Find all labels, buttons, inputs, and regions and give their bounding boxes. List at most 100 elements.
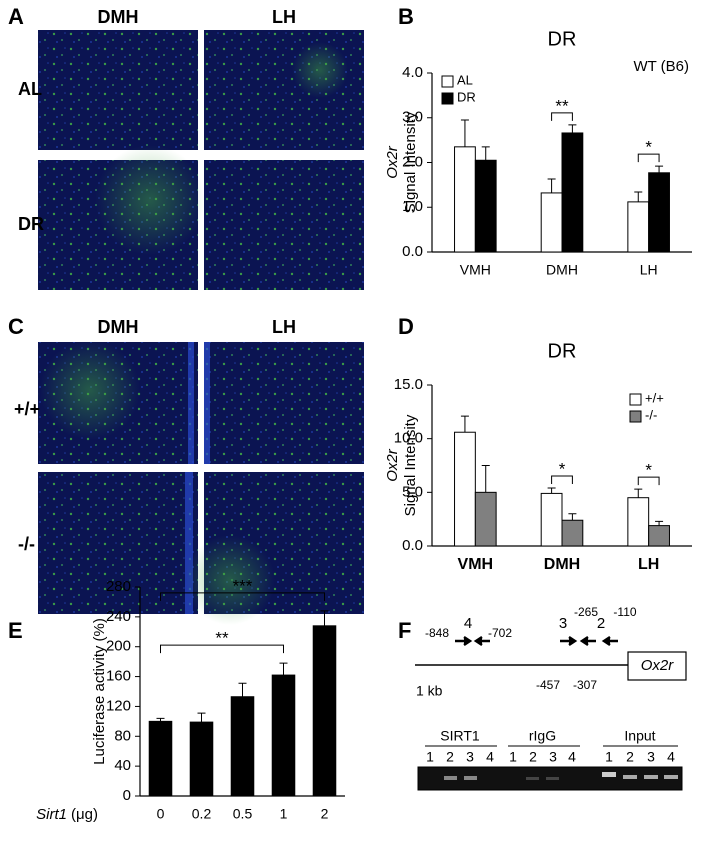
y-axis-label: Signal Intensity <box>402 111 419 213</box>
column-label: LH <box>272 7 296 27</box>
lane-label: 1 <box>509 749 517 765</box>
x-tick-label: 0.5 <box>233 806 253 822</box>
position-label: -110 <box>613 605 636 619</box>
x-tick-label: 0 <box>157 806 165 822</box>
legend-label: DR <box>457 89 476 104</box>
lane-label: 3 <box>647 749 655 765</box>
y-tick-label: 5.0 <box>402 483 423 500</box>
bar <box>474 491 497 547</box>
gel-group-label: rIgG <box>529 728 556 744</box>
significance-bracket <box>160 592 325 601</box>
legend-label: AL <box>457 72 473 87</box>
y-tick-label: 2.0 <box>402 153 423 170</box>
gel-group-label: SIRT1 <box>440 728 480 744</box>
position-label: -848 <box>425 626 449 640</box>
error-bar <box>460 119 469 147</box>
error-bar <box>481 465 490 493</box>
x-tick-label: DMH <box>546 262 578 278</box>
bar <box>648 172 670 253</box>
legend-swatch <box>629 393 642 406</box>
legend-label: +/+ <box>645 390 664 405</box>
bar <box>189 721 214 797</box>
row-label: -/- <box>18 534 35 554</box>
error-bar <box>481 146 490 161</box>
x-tick-label: DMH <box>544 556 580 573</box>
panel-letter: F <box>398 618 411 643</box>
lane-label: 4 <box>568 749 576 765</box>
significance-bracket <box>551 475 573 485</box>
column-label: DMH <box>98 7 139 27</box>
error-bar <box>655 520 664 526</box>
y-tick-label: 200 <box>106 638 131 655</box>
row-label: DR <box>18 214 44 234</box>
panel-letter: B <box>398 4 414 29</box>
lane-label: 2 <box>529 749 537 765</box>
y-tick-label: 3.0 <box>402 109 423 126</box>
x-tick-label: LH <box>638 556 659 573</box>
row-label: AL <box>18 79 42 99</box>
panel-letter: A <box>8 4 24 29</box>
lane-label: 3 <box>549 749 557 765</box>
lane-label: 2 <box>446 749 454 765</box>
y-tick-label: 0.0 <box>402 243 423 260</box>
annotation: WT (B6) <box>633 58 689 75</box>
position-label: -457 <box>536 678 560 692</box>
bar <box>648 525 670 547</box>
y-tick-label: 120 <box>106 697 131 714</box>
y-axis-label: Ox2r <box>384 145 401 179</box>
y-tick-label: 4.0 <box>402 64 423 81</box>
significance-bracket <box>637 476 660 486</box>
position-label: -265 <box>574 605 598 619</box>
error-bar <box>197 712 206 723</box>
y-tick-label: 0.0 <box>402 537 423 554</box>
legend-swatch <box>441 75 454 88</box>
y-tick-label: 15.0 <box>394 376 423 393</box>
x-tick-label: LH <box>640 262 658 278</box>
y-tick-label: 10.0 <box>394 430 423 447</box>
y-tick-label: 160 <box>106 668 131 685</box>
scale-label: 1 kb <box>416 683 443 699</box>
error-bar <box>460 415 469 433</box>
bar <box>540 192 563 253</box>
bar <box>561 519 584 547</box>
bar <box>148 720 173 797</box>
y-tick-label: 280 <box>106 578 131 595</box>
micrographs <box>38 30 364 625</box>
lane-label: 3 <box>466 749 474 765</box>
x-axis-label: Sirt1 <box>36 806 67 823</box>
position-label: -702 <box>488 626 512 640</box>
primer-label: 4 <box>464 615 472 632</box>
gene-label: Ox2r <box>641 657 675 674</box>
bar <box>474 159 497 253</box>
x-tick-label: 1 <box>280 806 288 822</box>
error-bar <box>655 165 664 173</box>
y-tick-label: 240 <box>106 608 131 625</box>
column-label: DMH <box>98 317 139 337</box>
promoter-labels: -848 -702 -457 -307 -265 -110 4 3 2 1 kb… <box>416 605 674 699</box>
legend-swatch <box>629 410 642 423</box>
panel-letters: A B C D E F <box>8 4 414 643</box>
bar <box>561 132 584 253</box>
significance-label: ** <box>215 629 229 648</box>
y-tick-label: 1.0 <box>402 198 423 215</box>
error-bar <box>320 610 329 626</box>
legend-label: -/- <box>645 407 657 422</box>
chart-title: DR <box>548 340 577 362</box>
chart-title: DR <box>548 28 577 50</box>
x-tick-label: VMH <box>460 262 491 278</box>
x-tick-label: VMH <box>458 556 494 573</box>
bar <box>540 492 563 547</box>
primer-label: 3 <box>559 615 567 632</box>
panel-letter: E <box>8 618 23 643</box>
y-axis-label: Luciferase activity (%) <box>91 618 108 765</box>
significance-label: *** <box>233 576 253 595</box>
x-tick-label: 2 <box>321 806 329 822</box>
y-axis-label: Signal Intensity <box>402 414 419 516</box>
bar <box>230 696 255 797</box>
error-bar <box>156 717 165 722</box>
bar <box>627 497 650 547</box>
lane-label: 1 <box>426 749 434 765</box>
legend-swatch <box>441 92 454 105</box>
error-bar <box>568 124 577 133</box>
